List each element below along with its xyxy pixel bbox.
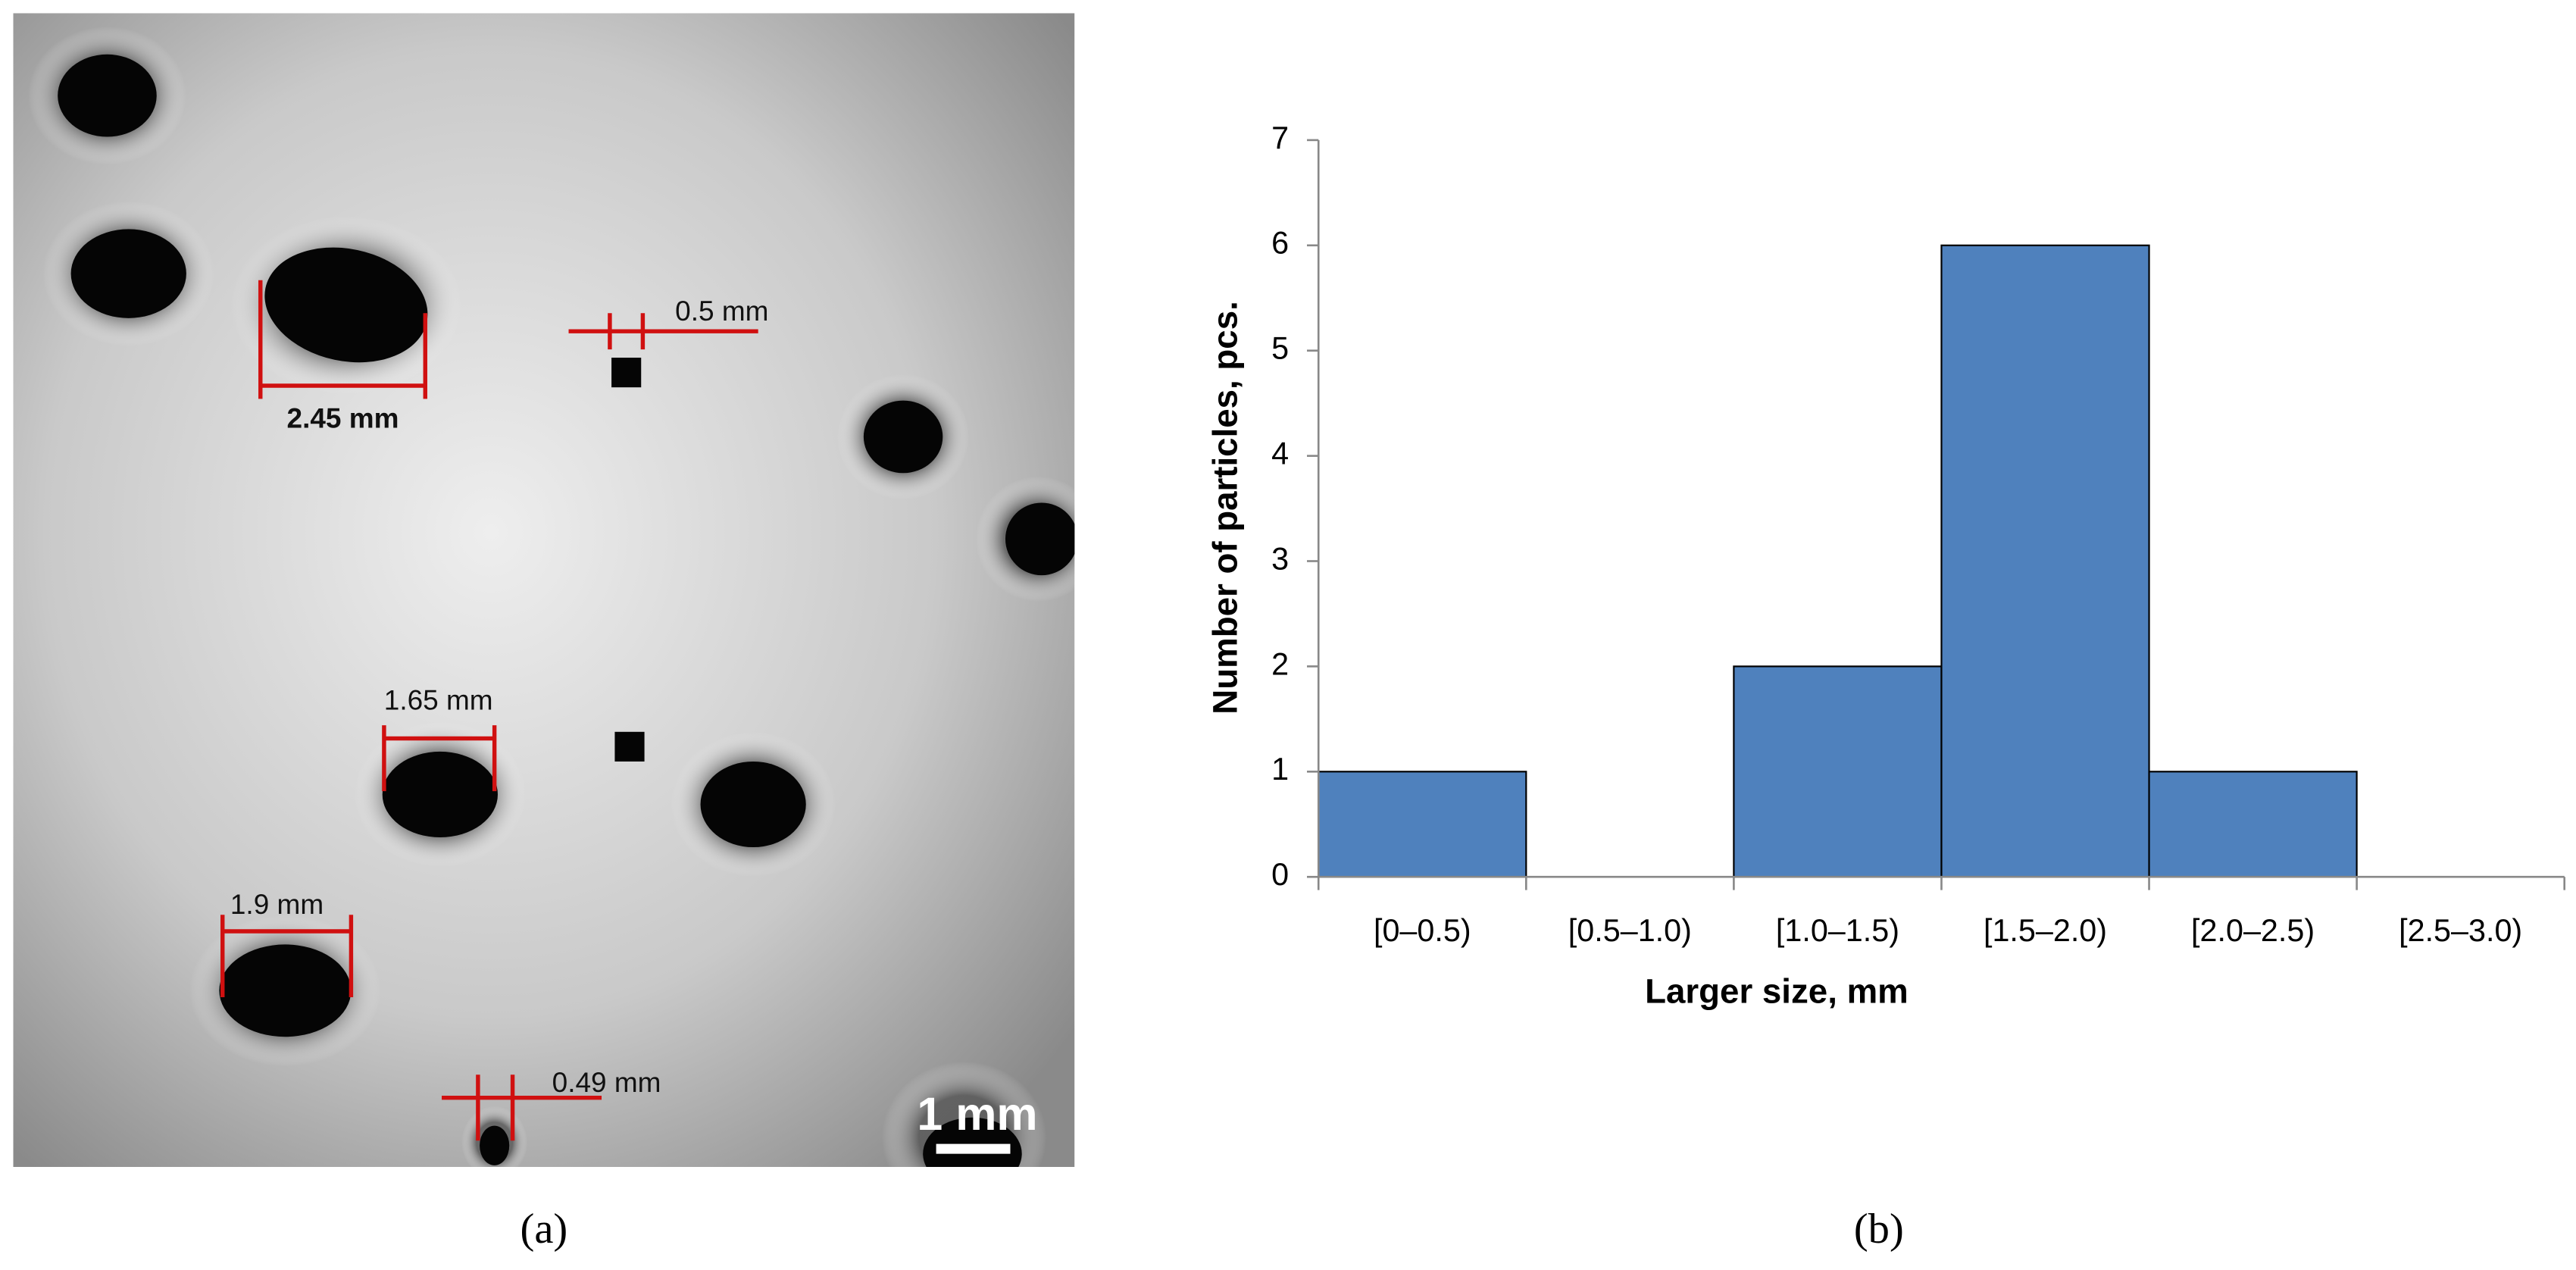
x-tick-label: [2.0–2.5) bbox=[2191, 913, 2315, 948]
measurement-label: 1.9 mm bbox=[230, 889, 324, 920]
x-tick-label: [2.5–3.0) bbox=[2399, 913, 2522, 948]
bar bbox=[1940, 244, 2150, 878]
x-tick-label: [0–0.5) bbox=[1374, 913, 1471, 948]
measurement-label: 0.5 mm bbox=[675, 296, 768, 327]
x-tick-label: [1.0–1.5) bbox=[1776, 913, 1899, 948]
y-tick-label: 2 bbox=[1271, 646, 1289, 681]
x-axis-label: Larger size, mm bbox=[1645, 972, 1909, 1011]
y-tick-label: 5 bbox=[1271, 331, 1289, 366]
y-axis-label: Number of particles, pcs. bbox=[1206, 301, 1245, 715]
y-tick-label: 4 bbox=[1271, 436, 1289, 471]
measurement-label: 0.49 mm bbox=[552, 1067, 661, 1098]
y-tick-label: 0 bbox=[1271, 857, 1289, 892]
micrograph: 2.45 mm 0.5 mm 1.65 mm 1.9 mm 0.49 mm 1 mm bbox=[13, 13, 1075, 1168]
panel-label: (a) bbox=[521, 1206, 568, 1253]
measurement-label: 2.45 mm bbox=[287, 402, 399, 433]
y-tick-label: 7 bbox=[1271, 120, 1289, 155]
y-tick-label: 6 bbox=[1271, 226, 1289, 261]
scale-bar-label: 1 mm bbox=[917, 1088, 1037, 1140]
panel-label: (b) bbox=[1854, 1206, 1904, 1253]
y-tick-label: 1 bbox=[1271, 752, 1289, 787]
x-tick-label: [1.5–2.0) bbox=[1984, 913, 2107, 948]
bar bbox=[2148, 771, 2358, 878]
measurement-label: 1.65 mm bbox=[384, 684, 493, 715]
bar bbox=[1318, 771, 1527, 878]
bar bbox=[1733, 665, 1943, 878]
x-tick-label: [0.5–1.0) bbox=[1568, 913, 1692, 948]
y-tick-label: 3 bbox=[1271, 541, 1289, 576]
